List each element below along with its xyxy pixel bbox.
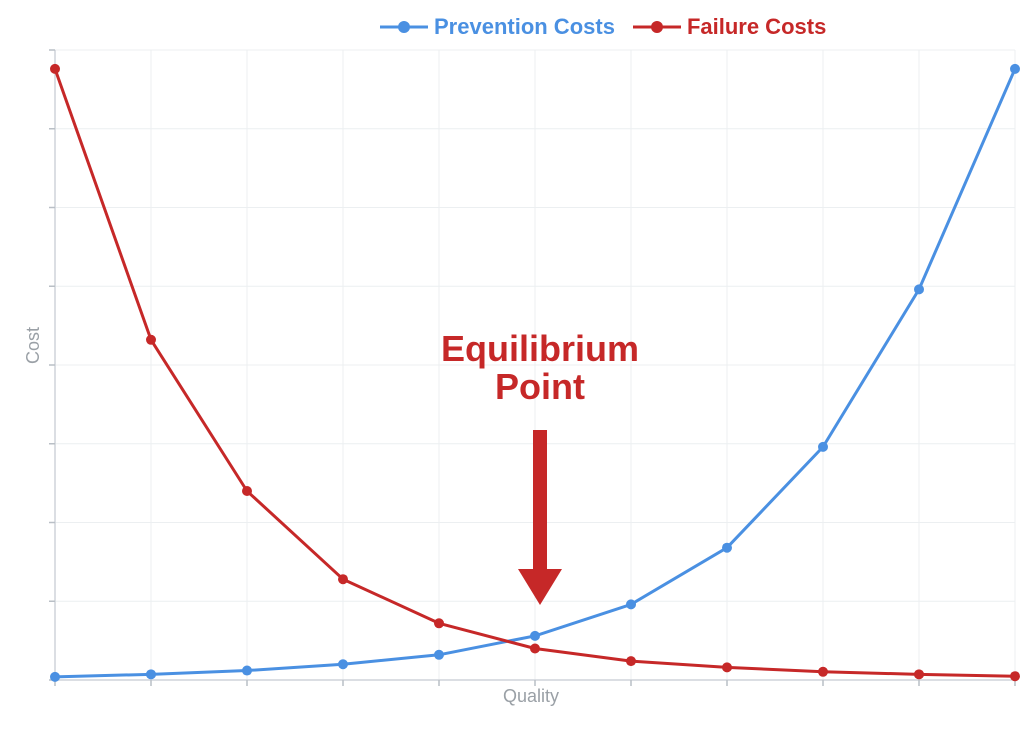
legend-swatch-failure — [633, 19, 681, 35]
legend-label-prevention: Prevention Costs — [434, 14, 615, 40]
cost-quality-chart: Prevention Costs Failure Costs Cost Qual… — [0, 0, 1024, 734]
legend-item-failure: Failure Costs — [633, 14, 826, 40]
y-axis-label: Cost — [23, 327, 44, 364]
legend-label-failure: Failure Costs — [687, 14, 826, 40]
legend: Prevention Costs Failure Costs — [380, 14, 826, 40]
plot-svg — [0, 0, 1024, 734]
legend-swatch-prevention — [380, 19, 428, 35]
legend-item-prevention: Prevention Costs — [380, 14, 615, 40]
x-axis-label: Quality — [503, 686, 559, 707]
